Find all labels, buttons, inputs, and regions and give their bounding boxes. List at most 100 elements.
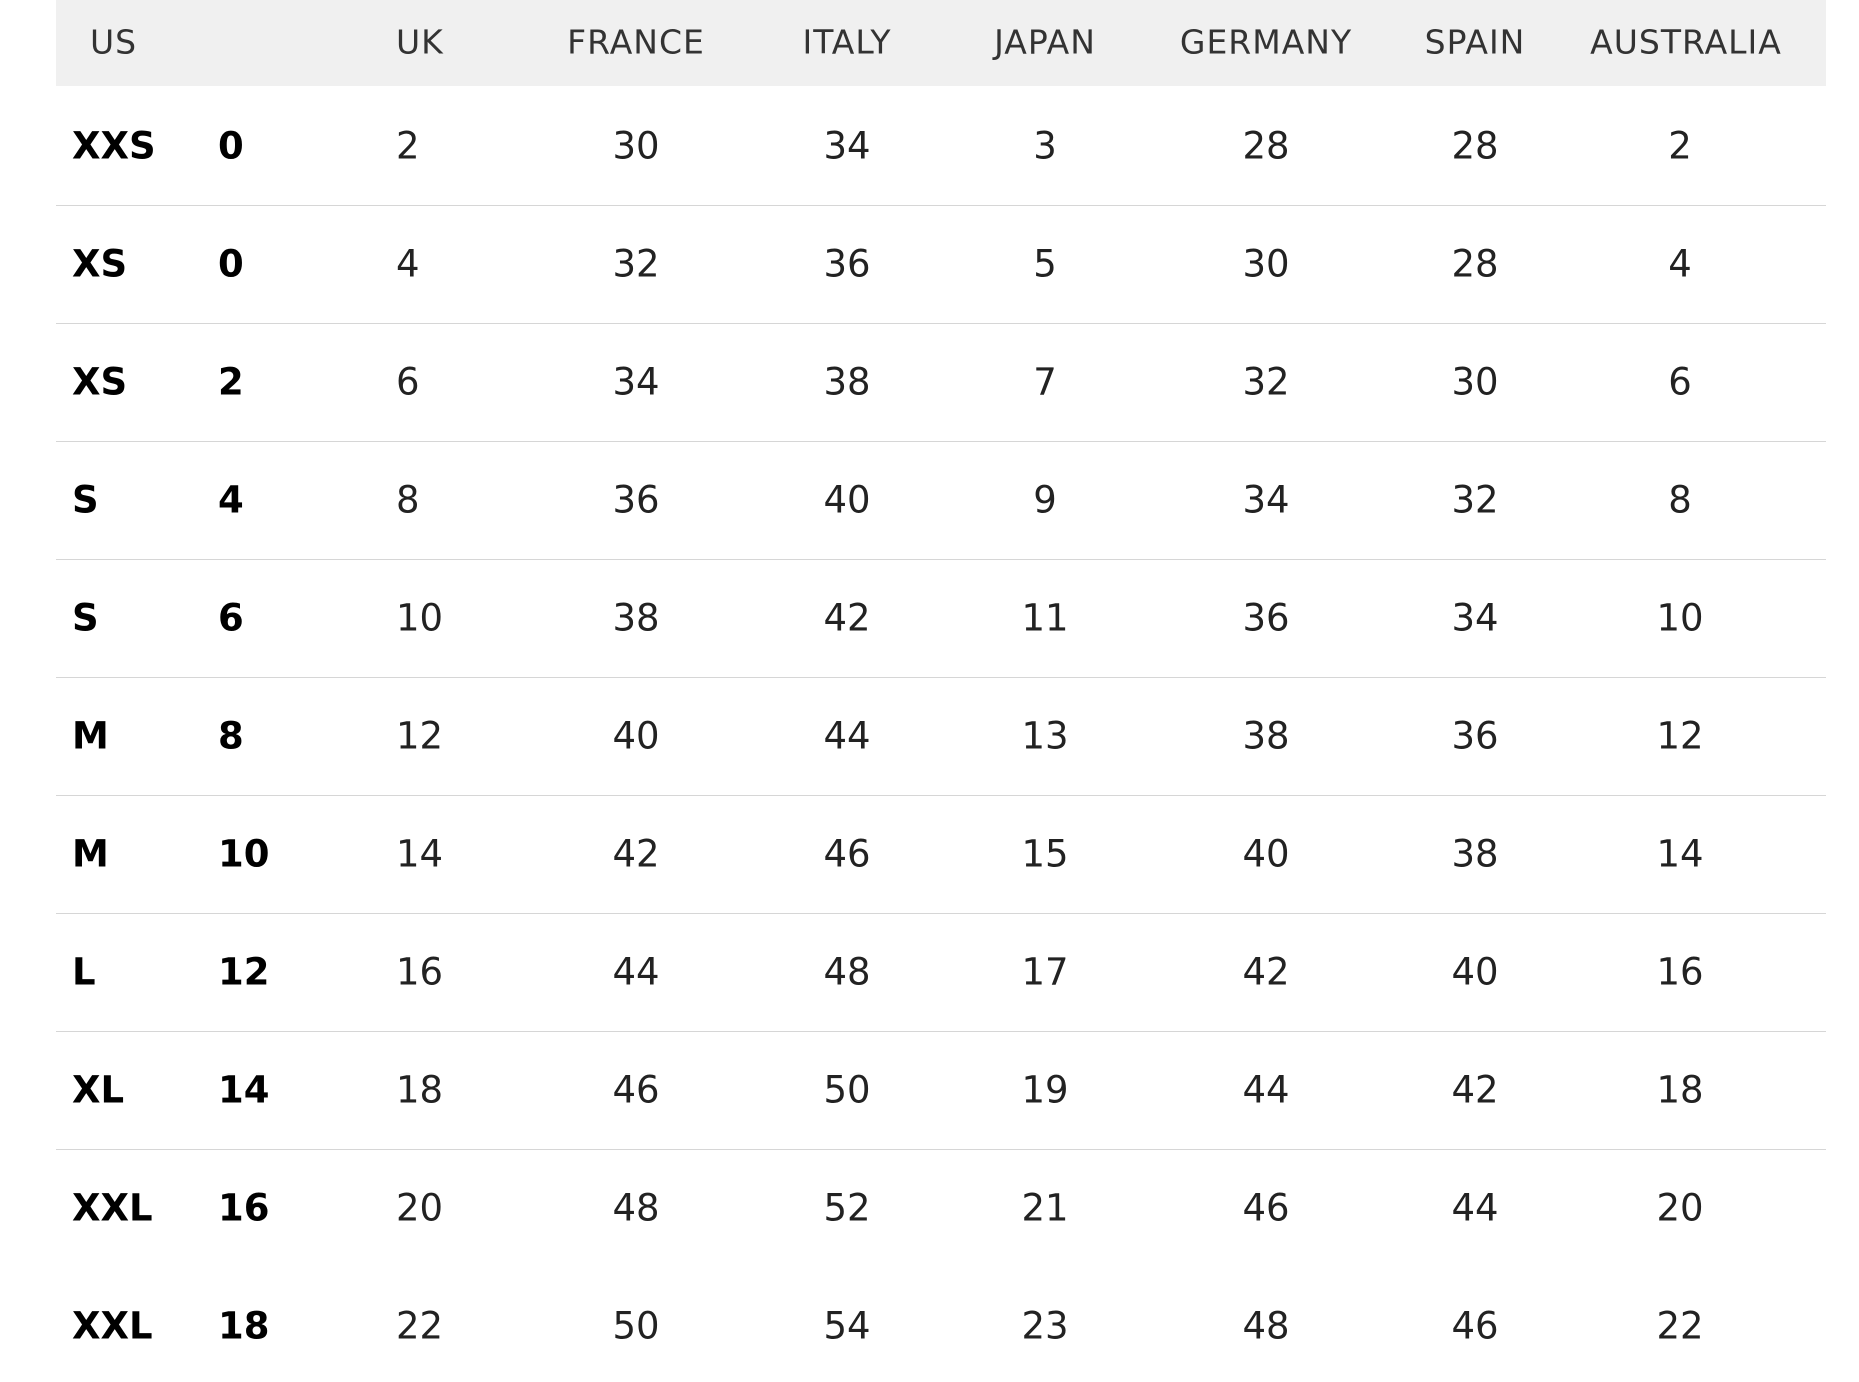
size-value: 46: [823, 832, 871, 876]
column-header: UK: [396, 22, 444, 62]
size-value: 48: [612, 1186, 660, 1230]
size-value: 38: [823, 360, 871, 404]
size-value: 42: [823, 596, 871, 640]
size-value: 50: [823, 1068, 871, 1112]
size-value: 44: [1242, 1068, 1290, 1112]
us-size: 6: [218, 596, 244, 640]
us-size: 16: [218, 1186, 270, 1230]
size-value: 22: [396, 1304, 444, 1348]
size-value: 15: [1021, 832, 1069, 876]
us-size: XXL: [72, 1186, 153, 1230]
row-separator: [56, 677, 1826, 678]
size-value: 10: [1656, 596, 1704, 640]
column-header: SPAIN: [1424, 22, 1526, 62]
size-value: 36: [1242, 596, 1290, 640]
size-value: 38: [1242, 714, 1290, 758]
row-separator: [56, 1031, 1826, 1032]
column-header: FRANCE: [567, 22, 705, 62]
us-size: M: [72, 832, 109, 876]
row-separator: [56, 1149, 1826, 1150]
size-value: 23: [1021, 1304, 1069, 1348]
size-value: 6: [1668, 360, 1692, 404]
size-value: 28: [1242, 124, 1290, 168]
size-value: 16: [396, 950, 444, 994]
size-value: 11: [1021, 596, 1069, 640]
size-value: 21: [1021, 1186, 1069, 1230]
column-header: JAPAN: [994, 22, 1096, 62]
size-value: 36: [1451, 714, 1499, 758]
size-value: 4: [1668, 242, 1692, 286]
size-value: 12: [1656, 714, 1704, 758]
us-size: XS: [72, 242, 128, 286]
us-size: 4: [218, 478, 244, 522]
size-value: 2: [396, 124, 420, 168]
size-value: 7: [1033, 360, 1057, 404]
size-value: 46: [612, 1068, 660, 1112]
us-size: XXS: [72, 124, 156, 168]
size-value: 2: [1668, 124, 1692, 168]
size-value: 54: [823, 1304, 871, 1348]
size-value: 48: [823, 950, 871, 994]
size-value: 6: [396, 360, 420, 404]
size-value: 14: [396, 832, 444, 876]
row-separator: [56, 913, 1826, 914]
us-size: S: [72, 478, 99, 522]
size-value: 30: [1451, 360, 1499, 404]
size-value: 40: [823, 478, 871, 522]
size-value: 17: [1021, 950, 1069, 994]
size-value: 38: [1451, 832, 1499, 876]
size-value: 52: [823, 1186, 871, 1230]
size-value: 4: [396, 242, 420, 286]
size-value: 34: [612, 360, 660, 404]
us-size: 12: [218, 950, 270, 994]
size-value: 30: [1242, 242, 1290, 286]
us-size: 8: [218, 714, 244, 758]
size-value: 14: [1656, 832, 1704, 876]
row-separator: [56, 795, 1826, 796]
size-value: 28: [1451, 242, 1499, 286]
column-header: GERMANY: [1179, 22, 1353, 62]
size-value: 12: [396, 714, 444, 758]
row-separator: [56, 323, 1826, 324]
size-value: 36: [823, 242, 871, 286]
size-value: 40: [612, 714, 660, 758]
size-value: 34: [823, 124, 871, 168]
size-value: 20: [396, 1186, 444, 1230]
us-size: 18: [218, 1304, 270, 1348]
size-value: 10: [396, 596, 444, 640]
us-size: XS: [72, 360, 128, 404]
size-value: 28: [1451, 124, 1499, 168]
size-value: 50: [612, 1304, 660, 1348]
us-size: XL: [72, 1068, 125, 1112]
size-value: 48: [1242, 1304, 1290, 1348]
size-value: 16: [1656, 950, 1704, 994]
size-value: 44: [1451, 1186, 1499, 1230]
size-value: 40: [1242, 832, 1290, 876]
size-value: 42: [1242, 950, 1290, 994]
size-value: 32: [612, 242, 660, 286]
column-header: ITALY: [802, 22, 892, 62]
row-separator: [56, 205, 1826, 206]
us-size: 0: [218, 124, 244, 168]
size-value: 8: [396, 478, 420, 522]
us-size: 0: [218, 242, 244, 286]
size-value: 8: [1668, 478, 1692, 522]
size-value: 32: [1451, 478, 1499, 522]
column-header: AUSTRALIA: [1590, 22, 1782, 62]
size-value: 30: [612, 124, 660, 168]
header-band: [56, 0, 1826, 86]
size-value: 34: [1451, 596, 1499, 640]
us-size: 14: [218, 1068, 270, 1112]
us-size: M: [72, 714, 109, 758]
size-value: 9: [1033, 478, 1057, 522]
size-value: 40: [1451, 950, 1499, 994]
size-value: 42: [1451, 1068, 1499, 1112]
size-value: 44: [823, 714, 871, 758]
size-value: 34: [1242, 478, 1290, 522]
size-value: 32: [1242, 360, 1290, 404]
us-size: 10: [218, 832, 270, 876]
size-value: 3: [1033, 124, 1057, 168]
size-value: 44: [612, 950, 660, 994]
size-value: 36: [612, 478, 660, 522]
